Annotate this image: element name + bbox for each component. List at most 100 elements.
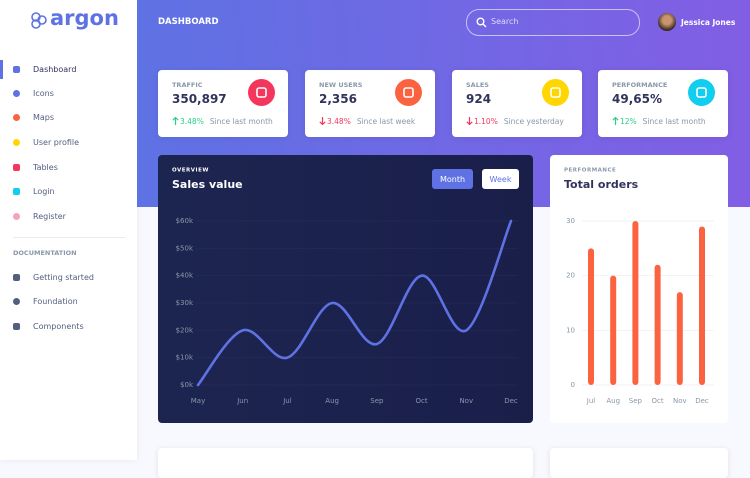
stat-title: PERFORMANCE <box>612 81 668 89</box>
doc-link[interactable]: Foundation <box>33 297 78 306</box>
stat-value: 2,356 <box>319 92 357 106</box>
toggle-label[interactable]: Week <box>490 175 512 184</box>
bar <box>654 264 661 385</box>
search-placeholder: Search <box>491 17 519 26</box>
stat-value: 350,897 <box>172 92 227 106</box>
stat-title: TRAFFIC <box>172 81 203 89</box>
toggle-button[interactable] <box>482 169 519 189</box>
stat-icon <box>248 79 275 106</box>
y-tick-label: 20 <box>566 272 575 280</box>
stat-change-row: 1.10% Since yesterday <box>466 117 564 126</box>
page-title: DASHBOARD <box>158 17 219 27</box>
trend-arrow <box>319 117 326 126</box>
y-tick-label: $30k <box>176 299 194 307</box>
icon-glyph <box>696 87 707 98</box>
stat-value: 49,65% <box>612 92 662 106</box>
icon-circle <box>395 79 422 106</box>
icon-circle <box>688 79 715 106</box>
x-tick-label: Jul <box>586 397 596 405</box>
stat-note: Since last month <box>209 117 273 126</box>
x-tick-label: Dec <box>504 397 518 405</box>
stat-card: TRAFFIC 350,897 3.48% Since last month <box>158 70 288 137</box>
icon-glyph <box>256 87 267 98</box>
x-tick-label: May <box>191 397 205 405</box>
x-tick-label: Aug <box>606 397 620 405</box>
orders-card <box>550 155 728 423</box>
y-tick-label: $60k <box>176 217 194 225</box>
y-tick-label: $40k <box>176 272 194 280</box>
overline: OVERVIEW <box>172 168 209 174</box>
y-tick-label: 0 <box>571 381 575 389</box>
stat-change-row: 3.48% Since last week <box>319 117 415 126</box>
y-tick-label: 10 <box>566 326 575 334</box>
x-tick-label: Nov <box>459 397 473 405</box>
nav-item[interactable]: Icons <box>33 89 54 98</box>
user-name[interactable]: Jessica Jones <box>681 18 736 27</box>
section-heading: DOCUMENTATION <box>13 249 77 257</box>
active-indicator <box>0 60 3 79</box>
stat-note: Since last month <box>642 117 706 126</box>
y-tick-label: 30 <box>566 217 575 225</box>
stat-card: NEW USERS 2,356 3.48% Since last week <box>305 70 435 137</box>
stat-change-row: 3.48% Since last month <box>172 116 273 126</box>
card-title: Sales value <box>172 178 243 191</box>
nav-item[interactable]: Login <box>33 187 55 196</box>
icon-circle <box>248 79 275 106</box>
x-tick-label: Oct <box>416 397 428 405</box>
divider <box>13 237 125 238</box>
trend-arrow <box>172 116 179 125</box>
y-tick-label: $10k <box>176 354 194 362</box>
overline: PERFORMANCE <box>564 168 616 174</box>
y-tick-label: $20k <box>176 326 194 334</box>
stat-card: PERFORMANCE 49,65% 12% Since last month <box>598 70 728 137</box>
doc-link[interactable]: Components <box>33 322 84 331</box>
stat-card: SALES 924 1.10% Since yesterday <box>452 70 582 137</box>
trend-arrow <box>466 117 473 126</box>
x-tick-label: Oct <box>652 397 664 405</box>
x-tick-label: Sep <box>370 397 384 405</box>
charts: OVERVIEW Sales value Month Week $0k $10k $20k $… <box>158 155 728 423</box>
bar <box>676 292 683 385</box>
doc-link[interactable]: Getting started <box>33 273 94 282</box>
stat-change: 3.48% <box>180 117 204 126</box>
stat-icon <box>395 79 422 106</box>
x-tick-label: Nov <box>673 397 687 405</box>
icon-circle <box>542 79 569 106</box>
brand: argon <box>50 6 119 30</box>
search-box[interactable]: Search <box>466 9 640 36</box>
nav-item[interactable]: Tables <box>33 163 58 172</box>
stat-icon <box>688 79 715 106</box>
x-tick-label: Sep <box>629 397 643 405</box>
nav-item[interactable]: Register <box>33 212 66 221</box>
arrow <box>466 117 473 126</box>
nav-item[interactable]: Dashboard <box>33 65 77 74</box>
nav-item[interactable]: Maps <box>33 113 55 122</box>
sidebar: argon Dashboard Icons Maps User profile … <box>0 0 137 460</box>
toggle-label[interactable]: Month <box>440 175 465 184</box>
y-tick-label: $50k <box>176 244 194 252</box>
avatar[interactable] <box>658 13 676 31</box>
stat-change: 12% <box>620 117 637 126</box>
bar <box>699 226 705 385</box>
x-tick-label: Aug <box>325 397 339 405</box>
stat-change-row: 12% Since last month <box>612 116 706 126</box>
arrow <box>319 117 326 126</box>
x-tick-label: Dec <box>695 397 709 405</box>
nav-item[interactable]: User profile <box>33 138 80 147</box>
arrow <box>612 116 619 125</box>
stat-title: NEW USERS <box>319 81 363 89</box>
stat-note: Since yesterday <box>503 117 564 126</box>
sales-line <box>196 219 513 387</box>
stat-change: 1.10% <box>474 117 498 126</box>
arrow <box>172 116 179 125</box>
card-title: Total orders <box>564 178 639 191</box>
bar <box>588 248 594 385</box>
stat-icon <box>542 79 569 106</box>
sales-card <box>158 155 533 423</box>
x-tick-label: Jun <box>236 397 248 405</box>
icon-glyph <box>550 87 561 98</box>
toggle-button[interactable] <box>432 169 473 189</box>
page: argon Dashboard Icons Maps User profile … <box>0 0 750 460</box>
trend-arrow <box>612 116 619 125</box>
stat-change: 3.48% <box>327 117 351 126</box>
